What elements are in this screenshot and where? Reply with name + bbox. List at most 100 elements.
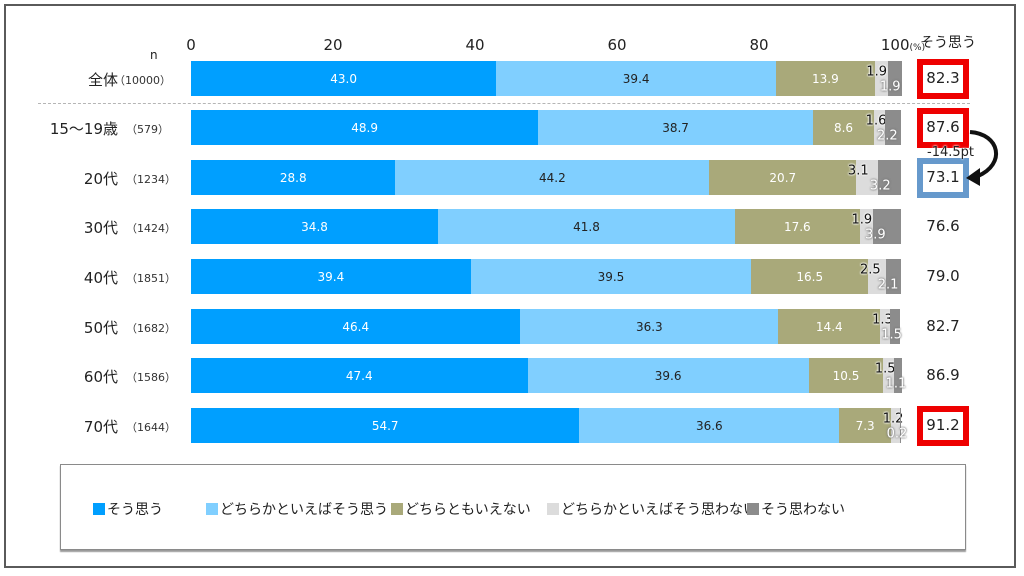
score-value: 87.6 [926,117,960,136]
score-value: 91.2 [926,415,960,434]
bar-segment [191,408,580,443]
bar-segment [778,309,881,344]
legend-label: どちらともいえない [405,502,531,518]
data-label: 16.5 [796,269,824,284]
data-label: 44.2 [539,170,566,185]
category-label: 全体 [87,70,118,89]
score-highlight-box [917,108,969,148]
x-tick-label: 60 [607,36,626,54]
bar-segment [808,358,884,393]
bar-segment [899,408,901,443]
bar-segment [527,358,809,393]
score-value: 73.1 [926,167,960,186]
score-value: 79.0 [926,266,960,285]
bar-segment [874,61,889,96]
bar-segment [734,209,860,244]
legend-label: そう思う [107,502,163,518]
data-label: 46.4 [342,319,370,334]
category-label: 60代 [83,367,118,386]
category-label: 70代 [83,417,118,436]
x-tick-text: 100 [880,36,910,54]
data-label: 39.6 [654,368,682,383]
legend-swatch [747,503,759,515]
bar-segment [191,309,521,344]
bar-segment [891,408,900,443]
bar-segment [812,110,874,145]
bar-segment [191,160,396,195]
data-label: 36.6 [695,418,723,433]
sample-size-label: （1234） [126,172,176,186]
bar-segment [873,209,901,244]
legend-item: どちらかといえばそう思わない [547,499,757,519]
bar-segment [839,408,892,443]
score-highlight-box [917,406,969,446]
x-tick-label: 20 [323,36,342,54]
legend-label: どちらかといえばそう思う [220,502,388,518]
bar-segment [856,160,879,195]
x-tick-text: 0 [186,36,196,54]
score-value: 82.3 [926,68,960,87]
diff-arrow [966,130,998,186]
bar-segment [883,358,894,393]
data-label: 43.0 [330,71,357,86]
category-label: 20代 [83,169,118,188]
sample-size-label: （1586） [126,370,176,384]
bar-segment [859,209,874,244]
bar-segment [751,259,869,294]
data-label: 47.4 [345,368,373,383]
data-label: 38.7 [662,120,689,135]
bar-segment [709,160,857,195]
sample-size-label: （1424） [126,221,176,235]
total-separator-line [38,103,970,104]
score-header: そう思う [920,35,976,51]
curved-arrow-path [969,130,998,178]
data-label: 17.6 [783,219,811,234]
data-label: 0.2 [886,426,908,441]
data-label: 39.5 [597,269,625,284]
score-value: 76.6 [926,216,960,235]
data-label: 28.8 [279,170,307,185]
data-label: 41.8 [573,219,600,234]
x-unit-label: (%) [909,43,926,53]
category-label: 15～19歳 [49,119,118,138]
data-label: 8.6 [833,120,854,135]
category-label: 30代 [83,218,118,237]
bar-segment [868,259,887,294]
arrow-head-icon [966,168,980,186]
bar-segment [885,110,901,145]
bar-segment [438,209,735,244]
bar-segment [520,309,779,344]
legend-label: どちらかといえばそう思わない [561,502,757,518]
data-label: 1.9 [879,79,901,94]
data-label: 7.3 [855,418,875,433]
x-tick-text: 80 [749,36,769,54]
sample-size-label: （10000） [114,73,171,87]
legend-item: どちらともいえない [391,499,531,519]
legend-label: そう思わない [761,502,845,518]
bar-segment [191,259,471,294]
legend-item: そう思う [93,499,163,519]
score-value: 82.7 [926,316,960,335]
bar-segment [191,358,528,393]
bar-segment [776,61,875,96]
data-label: 54.7 [371,418,399,433]
x-tick-label: 80 [749,36,768,54]
score-value: 86.9 [926,365,960,384]
legend: そう思う どちらかといえばそう思う どちらともいえない どちらかといえばそう思わないそ… [60,464,966,550]
bar-segment [395,160,710,195]
data-label: 20.7 [769,170,797,185]
data-label: 3.2 [869,178,891,193]
data-label: 34.8 [301,219,328,234]
data-label: 2.2 [877,128,898,143]
bar-segment [880,309,890,344]
bar-segment [886,259,901,294]
x-tick-label: 40 [465,36,484,54]
data-label: 1.6 [865,113,887,128]
sample-size-label: （1682） [126,321,176,335]
bar-segment [191,61,497,96]
bar-segment [191,209,439,244]
legend-swatch [391,503,403,515]
bar-segment [874,110,886,145]
data-label: 1.9 [866,64,888,79]
data-label: 39.4 [317,269,345,284]
